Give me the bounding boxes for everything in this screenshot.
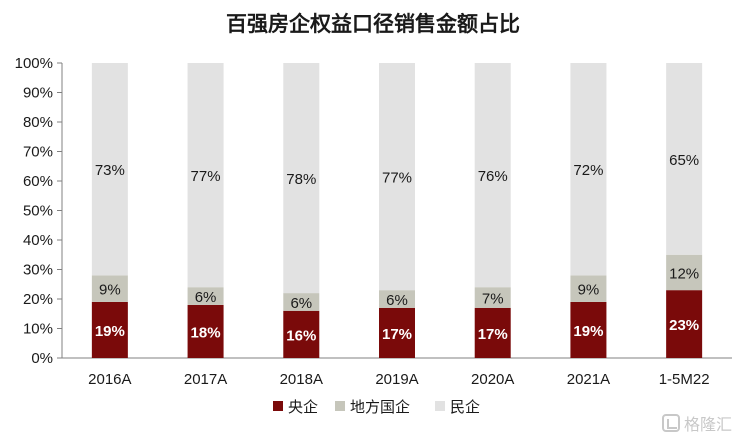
bar-segment	[283, 310, 320, 358]
legend-swatch	[435, 401, 445, 411]
y-tick-label: 40%	[23, 232, 53, 249]
x-tick-label: 1-5M22	[659, 371, 710, 388]
data-label: 7%	[482, 291, 504, 308]
bar-segment	[474, 287, 511, 308]
data-label: 76%	[478, 168, 508, 185]
bar-segment	[666, 63, 703, 255]
watermark-text: 格隆汇	[683, 415, 732, 434]
bar-segment	[379, 307, 415, 358]
y-tick-label: 30%	[23, 262, 53, 279]
y-tick-label: 0%	[31, 350, 53, 367]
bar-segment	[474, 307, 511, 358]
bar-segment	[91, 301, 128, 358]
x-tick-label: 2020A	[471, 371, 514, 388]
legend-swatch	[335, 401, 345, 411]
y-tick-label: 60%	[23, 173, 53, 190]
legend-label: 民企	[450, 398, 480, 416]
y-tick-label: 50%	[23, 203, 53, 220]
data-label: 18%	[191, 324, 221, 341]
bar-segment	[666, 254, 703, 291]
data-label: 9%	[99, 282, 121, 299]
data-label: 23%	[669, 317, 699, 334]
y-tick-label: 10%	[23, 321, 53, 338]
bar-segment	[91, 275, 128, 302]
glh-logo-icon	[661, 414, 680, 432]
y-tick-label: 70%	[23, 144, 53, 161]
data-label: 77%	[382, 170, 412, 187]
bar-segment	[474, 63, 511, 288]
chart-title: 百强房企权益口径销售金额占比	[226, 12, 520, 36]
data-label: 9%	[578, 282, 600, 299]
bar-segment	[91, 63, 128, 276]
data-label: 73%	[95, 162, 125, 179]
x-tick-label: 2016A	[88, 371, 131, 388]
data-label: 17%	[478, 326, 508, 343]
bar-segment	[283, 293, 320, 311]
bar-segment	[283, 63, 320, 294]
data-label: 6%	[386, 292, 408, 309]
bar-segment	[187, 304, 224, 358]
x-tick-label: 2021A	[567, 371, 610, 388]
y-tick-label: 80%	[23, 114, 53, 131]
bar-segment	[666, 290, 703, 358]
x-tick-label: 2019A	[375, 371, 418, 388]
legend-label: 地方国企	[350, 398, 410, 416]
x-tick-label: 2017A	[184, 371, 227, 388]
bar-segment	[379, 63, 415, 291]
data-label: 17%	[382, 326, 412, 343]
data-label: 19%	[573, 323, 603, 340]
bar-segment	[187, 63, 224, 288]
data-label: 72%	[573, 162, 603, 179]
y-tick-label: 100%	[15, 55, 53, 72]
bar-segment	[570, 301, 607, 358]
y-tick-label: 90%	[23, 85, 53, 102]
data-label: 65%	[669, 152, 699, 169]
data-label: 6%	[290, 295, 312, 312]
legend-label: 央企	[288, 398, 318, 416]
x-tick-label: 2018A	[280, 371, 323, 388]
watermark: 格隆汇	[661, 411, 732, 435]
data-label: 6%	[195, 289, 217, 306]
data-label: 12%	[669, 265, 699, 282]
y-tick-label: 20%	[23, 291, 53, 308]
data-label: 77%	[191, 168, 221, 185]
bar-segment	[570, 275, 607, 302]
data-label: 19%	[95, 323, 125, 340]
data-label: 78%	[286, 171, 316, 188]
bar-segment	[379, 290, 415, 308]
bar-segment	[187, 287, 224, 305]
bar-segment	[570, 63, 607, 276]
data-label: 16%	[286, 327, 316, 344]
legend-swatch	[273, 401, 283, 411]
